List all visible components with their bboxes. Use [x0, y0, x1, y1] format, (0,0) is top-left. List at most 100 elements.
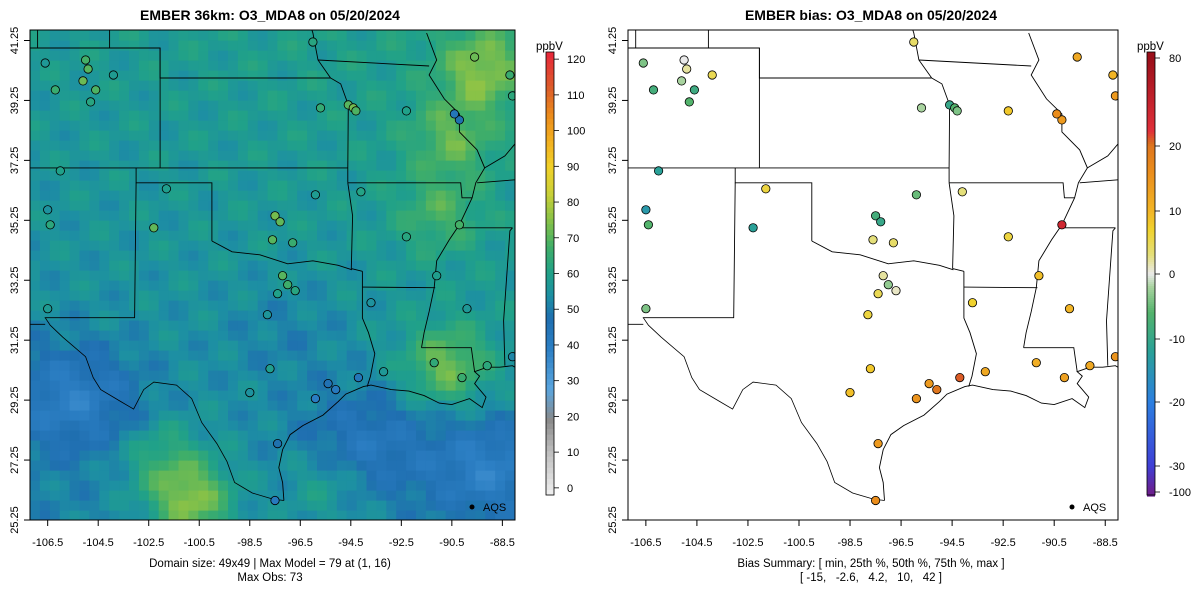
left-grid-cell	[495, 70, 506, 81]
left-grid-cell	[198, 440, 209, 451]
left-grid-cell	[89, 360, 100, 371]
left-grid-cell	[336, 370, 348, 381]
left-grid-cell	[267, 300, 279, 311]
left-grid-cell	[39, 130, 51, 141]
left-grid-cell	[129, 300, 140, 311]
right-colorbar-segment	[1147, 112, 1155, 115]
left-grid-cell	[178, 300, 189, 311]
left-grid-cell	[208, 380, 219, 391]
left-grid-cell	[89, 340, 100, 351]
left-grid-cell	[505, 400, 515, 411]
left-grid-cell	[406, 250, 417, 261]
left-grid-cell	[416, 430, 427, 441]
left-grid-cell	[287, 80, 298, 91]
left-grid-cell	[416, 120, 427, 131]
left-grid-cell	[346, 190, 358, 201]
left-grid-cell	[366, 240, 377, 251]
left-grid-cell	[168, 290, 180, 301]
left-grid-cell	[188, 250, 199, 261]
left-grid-cell	[435, 320, 447, 331]
left-grid-cell	[198, 380, 209, 391]
left-grid-cell	[495, 390, 506, 401]
left-grid-cell	[346, 340, 358, 351]
left-grid-cell	[218, 480, 229, 491]
left-grid-cell	[287, 460, 298, 471]
right-colorbar-segment	[1147, 184, 1155, 187]
left-grid-cell	[455, 120, 467, 131]
left-grid-cell	[277, 200, 288, 211]
right-colorbar-segment	[1147, 246, 1155, 249]
right-colorbar-segment	[1147, 404, 1155, 407]
left-grid-cell	[465, 140, 476, 151]
left-obs-point-52	[315, 103, 326, 113]
left-grid-cell	[346, 380, 358, 391]
left-grid-cell	[119, 320, 130, 331]
left-grid-cell	[198, 360, 209, 371]
left-grid-cell	[138, 400, 150, 411]
left-grid-cell	[138, 450, 150, 461]
left-grid-cell	[237, 220, 249, 231]
left-colorbar-label-4: 40	[567, 340, 579, 352]
left-grid-cell	[445, 30, 457, 41]
right-colorbar-segment	[1147, 272, 1155, 275]
left-grid-cell	[326, 350, 338, 361]
left-grid-cell	[366, 230, 377, 241]
left-grid-cell	[465, 70, 476, 81]
left-grid-cell	[168, 460, 180, 471]
left-grid-cell	[208, 330, 219, 341]
left-grid-cell	[376, 320, 387, 331]
left-grid-cell	[138, 470, 150, 481]
left-grid-cell	[30, 430, 41, 441]
left-grid-cell	[119, 130, 130, 141]
left-grid-cell	[406, 110, 417, 121]
left-grid-cell	[129, 220, 140, 231]
left-grid-cell	[485, 320, 496, 331]
left-grid-cell	[317, 260, 328, 271]
right-colorbar-segment	[1147, 356, 1155, 359]
left-grid-cell	[148, 70, 160, 81]
left-grid-cell	[505, 380, 515, 391]
left-grid-cell	[386, 160, 397, 171]
left-grid-cell	[257, 440, 269, 451]
right-colorbar-segment	[1147, 88, 1155, 91]
right-obs-point-10	[643, 220, 654, 230]
left-grid-cell	[425, 350, 437, 361]
right-y-tick-label-5: 35.25	[607, 207, 619, 235]
left-grid-cell	[198, 200, 209, 211]
left-grid-cell	[39, 490, 51, 501]
left-grid-cell	[198, 120, 209, 131]
left-grid-cell	[267, 100, 279, 111]
left-grid-cell	[396, 200, 407, 211]
left-grid-cell	[188, 450, 199, 461]
left-grid-cell	[505, 120, 515, 131]
left-grid-cell	[396, 290, 407, 301]
left-grid-cell	[158, 190, 170, 201]
left-grid-cell	[49, 190, 61, 201]
left-grid-cell	[119, 400, 130, 411]
left-grid-cell	[218, 190, 229, 201]
left-grid-cell	[485, 90, 496, 101]
left-grid-cell	[455, 460, 467, 471]
right-colorbar-segment	[1147, 372, 1155, 375]
left-grid-cell	[425, 180, 437, 191]
left-grid-cell	[366, 160, 377, 171]
left-grid-cell	[237, 340, 249, 351]
left-obs-point-33	[507, 352, 515, 362]
right-colorbar-segment	[1147, 346, 1155, 349]
left-grid-cell	[69, 400, 81, 411]
left-grid-cell	[79, 500, 90, 511]
left-grid-cell	[99, 350, 110, 361]
left-grid-cell	[257, 360, 269, 371]
left-grid-cell	[277, 300, 288, 311]
left-grid-cell	[218, 340, 229, 351]
left-grid-cell	[49, 280, 61, 291]
left-obs-point-29	[378, 367, 389, 377]
left-grid-cell	[485, 60, 496, 71]
left-grid-cell	[376, 280, 387, 291]
left-grid-cell	[485, 510, 496, 520]
left-grid-cell	[99, 180, 110, 191]
left-grid-cell	[109, 130, 120, 141]
right-colorbar-segment	[1147, 460, 1155, 463]
left-grid-cell	[129, 200, 140, 211]
left-grid-cell	[356, 130, 368, 141]
